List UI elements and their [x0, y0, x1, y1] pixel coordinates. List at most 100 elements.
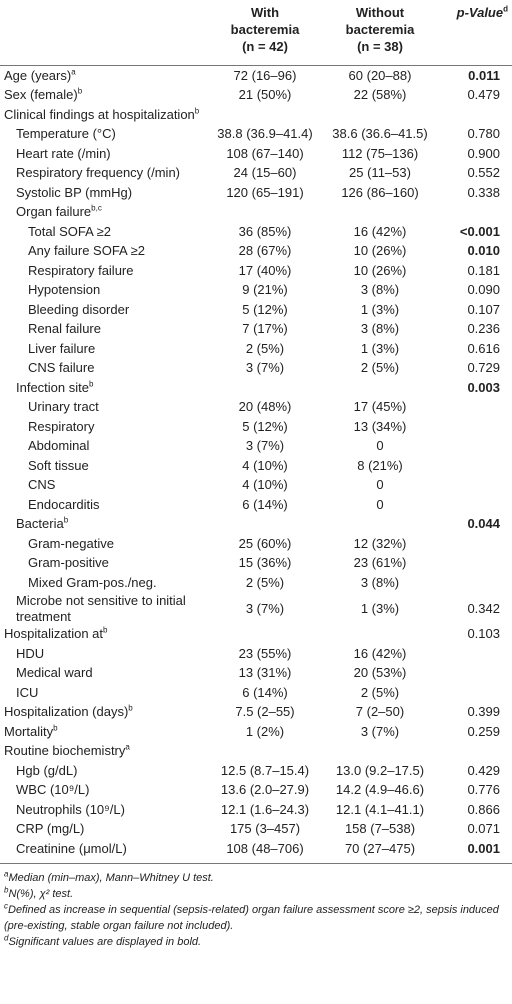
value-cell: 20 (48%) [205, 398, 325, 418]
row-label: Medical ward [16, 665, 93, 681]
row-label: Routine biochemistry [4, 743, 126, 759]
p-value: 0.479 [467, 87, 500, 103]
table-row: Hospitalization (days)b 7.5 (2–55) 7 (2–50… [0, 703, 512, 723]
value-text: 15 (36%) [238, 555, 292, 571]
value-text: 23 (61%) [353, 555, 407, 571]
value-cell: 38.8 (36.9–41.4) [205, 125, 325, 145]
value-cell: 10 (26%) [325, 261, 435, 281]
footnote-mark: c [4, 900, 8, 910]
value-cell: 25 (11–53) [325, 164, 435, 184]
row-label: CNS [28, 477, 56, 493]
p-value-cell: 0.003 [435, 378, 512, 398]
footnote: aMedian (min–max), Mann–Whitney U test. [4, 869, 508, 886]
value-cell [325, 203, 435, 223]
table-row: Infection siteb 0.003 [0, 378, 512, 398]
p-value-cell: 0.010 [435, 242, 512, 262]
p-value-cell [435, 742, 512, 762]
table-row: Creatinine (μmol/L) 108 (48–706) 70 (27–47… [0, 839, 512, 863]
header-text: (n = 38) [357, 39, 403, 54]
value-text: 3 (7%) [360, 723, 400, 739]
p-value-cell [435, 534, 512, 554]
row-label-cell: Gram-negative [0, 534, 205, 554]
value-cell: 6 (14%) [205, 683, 325, 703]
value-text: 8 (21%) [357, 457, 403, 473]
value-text: 17 (45%) [353, 399, 407, 415]
value-text: 12 (32%) [353, 535, 407, 551]
row-label: Respiratory failure [28, 262, 134, 278]
row-label: Any failure SOFA ≥2 [28, 243, 145, 259]
p-value-cell: 0.399 [435, 703, 512, 723]
p-value-cell: 0.001 [435, 839, 512, 863]
row-label: Mortality [4, 723, 54, 739]
value-cell: 21 (50%) [205, 86, 325, 106]
row-label: Liver failure [28, 340, 96, 356]
value-cell: 1 (3%) [325, 300, 435, 320]
value-cell [205, 625, 325, 645]
value-text: 16 (42%) [353, 223, 407, 239]
p-value: 0.616 [467, 340, 500, 356]
row-label-cell: Organ failureb,c [0, 203, 205, 223]
value-text: 0 [376, 477, 384, 493]
p-value-cell [435, 203, 512, 223]
p-value-cell [435, 554, 512, 574]
value-text: 3 (8%) [360, 282, 400, 298]
p-value-cell: 0.071 [435, 820, 512, 840]
row-label-cell: Abdominal [0, 437, 205, 457]
row-label-cell: Respiratory frequency (/min) [0, 164, 205, 184]
p-value-cell [435, 398, 512, 418]
row-label: Bleeding disorder [28, 301, 130, 317]
row-label: CRP (mg/L) [16, 821, 85, 837]
value-cell: 17 (40%) [205, 261, 325, 281]
row-label: Infection site [16, 379, 89, 395]
value-text: 2 (5%) [360, 360, 400, 376]
p-value-cell: 0.479 [435, 86, 512, 106]
value-text: 7.5 (2–55) [235, 704, 295, 720]
table-row: Renal failure 7 (17%) 3 (8%) 0.236 [0, 320, 512, 340]
p-value: 0.399 [467, 704, 500, 720]
p-value-cell: 0.429 [435, 761, 512, 781]
row-label: Hgb (g/dL) [16, 762, 78, 778]
row-label: Heart rate (/min) [16, 145, 111, 161]
header-text: bacteremia [345, 22, 415, 37]
p-value-cell [435, 495, 512, 515]
value-cell: 6 (14%) [205, 495, 325, 515]
value-text: 108 (48–706) [226, 840, 304, 856]
p-value: 0.776 [467, 782, 500, 798]
table-row: CNS failure 3 (7%) 2 (5%) 0.729 [0, 359, 512, 379]
table-row: WBC (10⁹/L) 13.6 (2.0–27.9) 14.2 (4.9–46.6… [0, 781, 512, 801]
value-text: 175 (3–457) [229, 821, 301, 837]
value-cell: 108 (48–706) [205, 839, 325, 863]
row-label-cell: Bacteriab [0, 515, 205, 535]
value-cell: 16 (42%) [325, 222, 435, 242]
p-value: 0.003 [467, 379, 500, 395]
value-text: 20 (48%) [238, 399, 292, 415]
value-cell: 17 (45%) [325, 398, 435, 418]
value-text: 1 (3%) [360, 340, 400, 356]
row-label-cell: CNS failure [0, 359, 205, 379]
footnote-ref: a [71, 67, 76, 77]
value-cell: 3 (7%) [205, 593, 325, 625]
row-label: Hospitalization (days) [4, 704, 129, 720]
row-label: WBC (10⁹/L) [16, 782, 90, 798]
value-text: 12.5 (8.7–15.4) [220, 762, 310, 778]
table-row: Liver failure 2 (5%) 1 (3%) 0.616 [0, 339, 512, 359]
value-cell: 12 (32%) [325, 534, 435, 554]
value-text: 6 (14%) [242, 496, 288, 512]
p-value-cell: 0.090 [435, 281, 512, 301]
table-body: Age (years)a 72 (16–96) 60 (20–88) 0.011 Sex… [0, 66, 512, 863]
value-text: 2 (5%) [360, 684, 400, 700]
value-text: 120 (65–191) [226, 184, 304, 200]
value-text: 126 (86–160) [341, 184, 419, 200]
value-cell: 2 (5%) [325, 359, 435, 379]
value-cell [205, 105, 325, 125]
table-row: Clinical findings at hospitalizationb [0, 105, 512, 125]
value-text: 9 (21%) [242, 282, 288, 298]
header-cell: Without bacteremia (n = 38) [325, 0, 435, 66]
value-text: 1 (3%) [360, 301, 400, 317]
value-cell: 0 [325, 476, 435, 496]
value-text: 38.6 (36.6–41.5) [332, 126, 428, 142]
table-row: CRP (mg/L) 175 (3–457) 158 (7–538) 0.071 [0, 820, 512, 840]
footnote: dSignificant values are displayed in bol… [4, 933, 508, 950]
value-cell: 60 (20–88) [325, 66, 435, 86]
value-text: 13.6 (2.0–27.9) [220, 782, 310, 798]
